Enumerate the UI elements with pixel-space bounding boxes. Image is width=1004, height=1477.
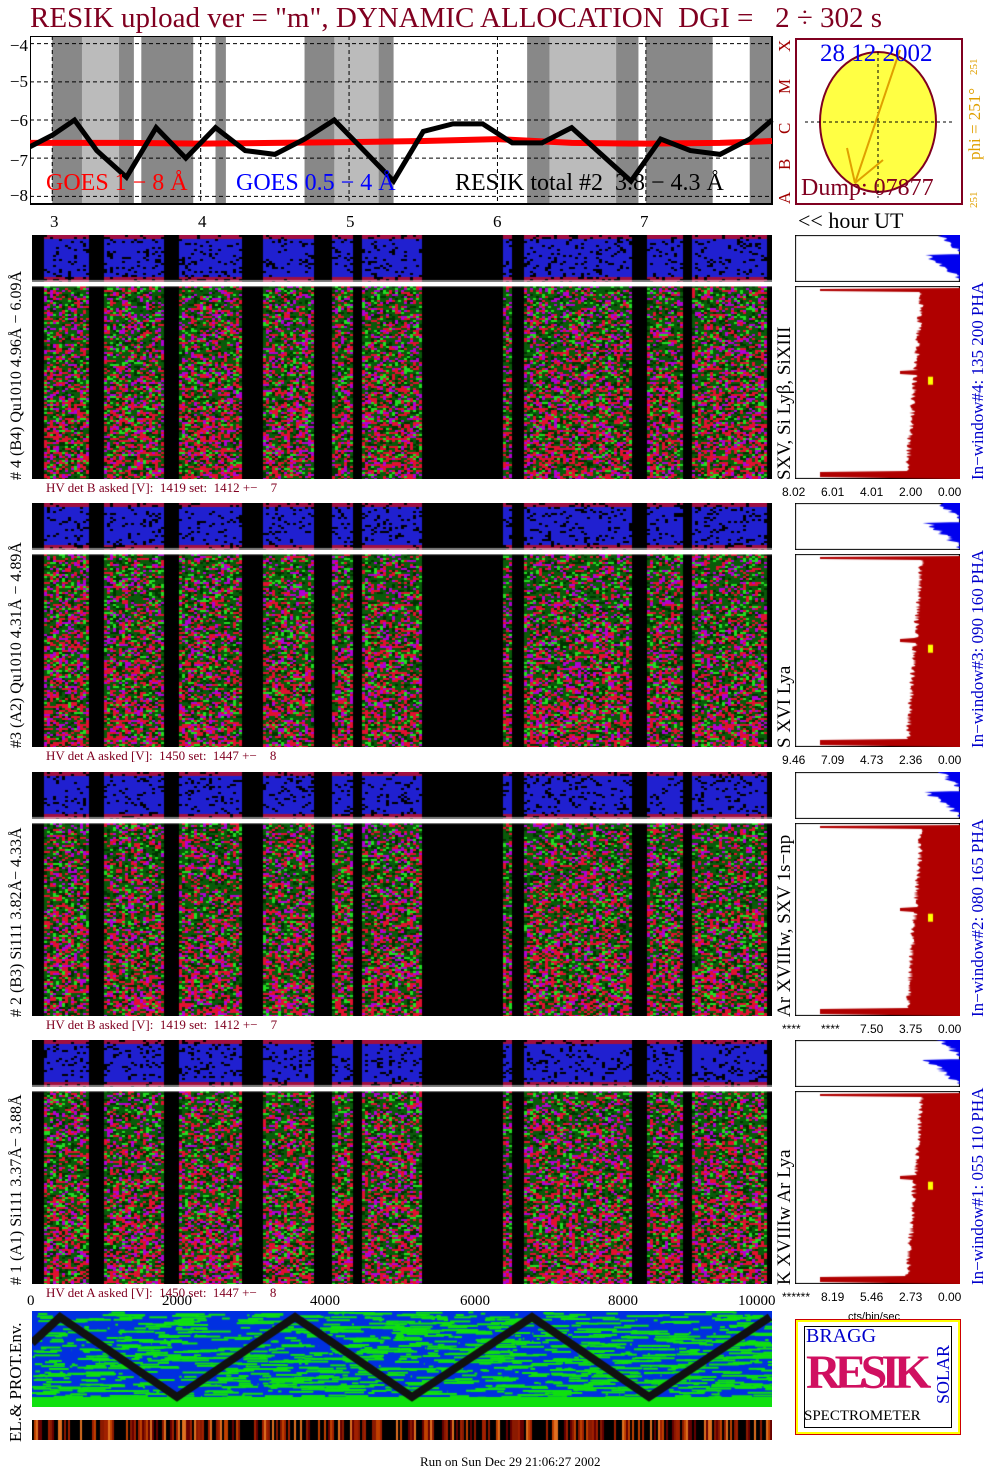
hist-axis-tick: **** [782, 1022, 801, 1036]
spectrogram [32, 554, 772, 747]
hist-axis-tick: 2.73 [899, 1290, 923, 1304]
hist-axis-tick: 4.01 [860, 485, 884, 499]
hist-axis-tick: ****** [782, 1290, 811, 1304]
class-a: A [775, 191, 794, 204]
hv-status: HV det A asked [V]: 1450 set: 1447 +− 8 [46, 748, 277, 763]
resik-logo: BRAGG RESIK SOLAR SPECTROMETER [795, 1319, 961, 1435]
hist-axis-tick: 0.00 [938, 485, 962, 499]
series-line-1 [30, 116, 774, 186]
page-title: RESIK upload ver = "m", DYNAMIC ALLOCATI… [30, 2, 883, 34]
hour-label: 5 [346, 212, 355, 231]
spectrogram [32, 286, 772, 479]
x-tick: 2000 [162, 1293, 192, 1309]
count-profile [795, 554, 960, 747]
hist-axis-tick: 2.36 [899, 753, 923, 767]
phi-arrow [854, 49, 901, 184]
in-window-label: In−window#3: 090 160 PHA [968, 549, 987, 748]
sun-date: 28 12 2002 [820, 40, 933, 67]
spectral-lines-label: SXV, Si Lyβ, SiXIII [774, 326, 795, 480]
detector-label: # 4 (B4) Qu1010 4.96Å − 6.09Å [8, 270, 25, 480]
class-b: B [775, 158, 794, 170]
hour-label: 7 [640, 212, 649, 231]
pha-histogram [795, 503, 960, 550]
hour-label: 4 [198, 212, 207, 231]
pha-histogram [795, 235, 960, 282]
x-tick: 6000 [460, 1293, 490, 1309]
hist-axis-tick: 0.00 [938, 1290, 962, 1304]
hist-axis-tick: 5.46 [860, 1290, 884, 1304]
spectral-lines-label: Ar XVIIIw, SXV 1s−np [774, 834, 795, 1017]
x-tick: 10000 [738, 1293, 776, 1309]
hv-status: HV det B asked [V]: 1419 set: 1412 +− 7 [46, 480, 278, 495]
logo-bragg: BRAGG [806, 1325, 877, 1347]
spectrum-strip [32, 235, 772, 282]
y-tick: −4 [9, 36, 28, 55]
hour-label: 3 [50, 212, 59, 231]
pha-histogram [795, 1040, 960, 1087]
phi-small: 251 [968, 58, 980, 76]
class-x: X [775, 39, 794, 52]
hist-axis-tick: 7.50 [860, 1022, 884, 1036]
class-c: C [775, 122, 794, 134]
particle-flux-bar [32, 1420, 772, 1440]
spectral-lines-label: S XVI Lya [774, 665, 795, 748]
y-tick: −7 [9, 151, 28, 170]
pha-histogram [795, 772, 960, 819]
legend-goes-long: GOES 1 − 8 Å [46, 170, 188, 196]
phi-label: phi = 251° [965, 87, 984, 160]
hist-axis-tick: 7.09 [821, 753, 845, 767]
hist-axis-tick: 9.46 [782, 753, 806, 767]
run-timestamp: Run on Sun Dec 29 21:06:27 2002 [420, 1454, 601, 1469]
y-tick: −6 [9, 111, 28, 130]
hist-axis-tick: 0.00 [938, 753, 962, 767]
phi-small-2: 251 [968, 191, 980, 209]
logo-resik: RESIK [806, 1346, 931, 1399]
y-tick: −8 [9, 186, 28, 205]
hour-axis-label: << hour UT [798, 208, 904, 233]
hist-axis-tick: 2.00 [899, 485, 923, 499]
particle-environment-map [32, 1311, 772, 1407]
hist-axis-tick: 4.73 [860, 753, 884, 767]
hour-label: 6 [493, 212, 502, 231]
sun-position-panel [795, 38, 963, 205]
detector-label: #3 (A2) Qu1010 4.31Å − 4.89Å [8, 542, 25, 748]
goes-class-axis: A B C M X [775, 36, 795, 206]
in-window-label: In−window#1: 055 110 PHA [968, 1087, 987, 1285]
hv-status: HV det B asked [V]: 1419 set: 1412 +− 7 [46, 1017, 278, 1032]
count-profile [795, 1091, 960, 1284]
x-tick: 8000 [608, 1293, 638, 1309]
hv-status: HV det A asked [V]: 1450 set: 1447 +− 8 [46, 1285, 277, 1300]
x-tick: 4000 [310, 1293, 340, 1309]
count-profile [795, 286, 960, 479]
hist-axis-tick: **** [821, 1022, 840, 1036]
spectrogram [32, 823, 772, 1016]
spectrum-strip [32, 503, 772, 550]
hist-axis-tick: 3.75 [899, 1022, 923, 1036]
spectral-lines-label: K XVIIIw Ar Lya [774, 1149, 795, 1285]
count-profile [795, 823, 960, 1016]
goes-lightcurve-plot [30, 36, 774, 205]
hist-axis-tick: 8.19 [821, 1290, 845, 1304]
hist-axis-tick: 8.02 [782, 485, 806, 499]
spectrum-strip [32, 1040, 772, 1087]
spectrogram [32, 1091, 772, 1284]
legend-resik: RESIK total #2 3.8 − 4.3 Å [455, 170, 724, 196]
class-m: M [775, 78, 794, 94]
in-window-label: In−window#2: 080 165 PHA [968, 818, 987, 1017]
hist-axis-tick: 6.01 [821, 485, 845, 499]
detector-label: # 2 (B3) Si111 3.82Å− 4.33Å [8, 827, 25, 1017]
hist-axis-tick: 0.00 [938, 1022, 962, 1036]
env-label: EL.& PROT.Env. [6, 1322, 25, 1442]
logo-spectrometer: SPECTROMETER [804, 1408, 921, 1424]
in-window-label: In−window#4: 135 200 PHA [968, 281, 987, 480]
dump-number: Dump: 07877 [801, 175, 934, 201]
spectrum-strip [32, 772, 772, 819]
x-tick: 0 [27, 1293, 35, 1309]
detector-label: # 1 (A1) Si111 3.37Å− 3.88Å [8, 1094, 25, 1286]
sun-panel-frame [795, 38, 963, 205]
legend-goes-short: GOES 0.5 − 4 Å [236, 170, 396, 196]
y-tick: −5 [9, 72, 28, 91]
logo-solar: SOLAR [933, 1344, 953, 1404]
